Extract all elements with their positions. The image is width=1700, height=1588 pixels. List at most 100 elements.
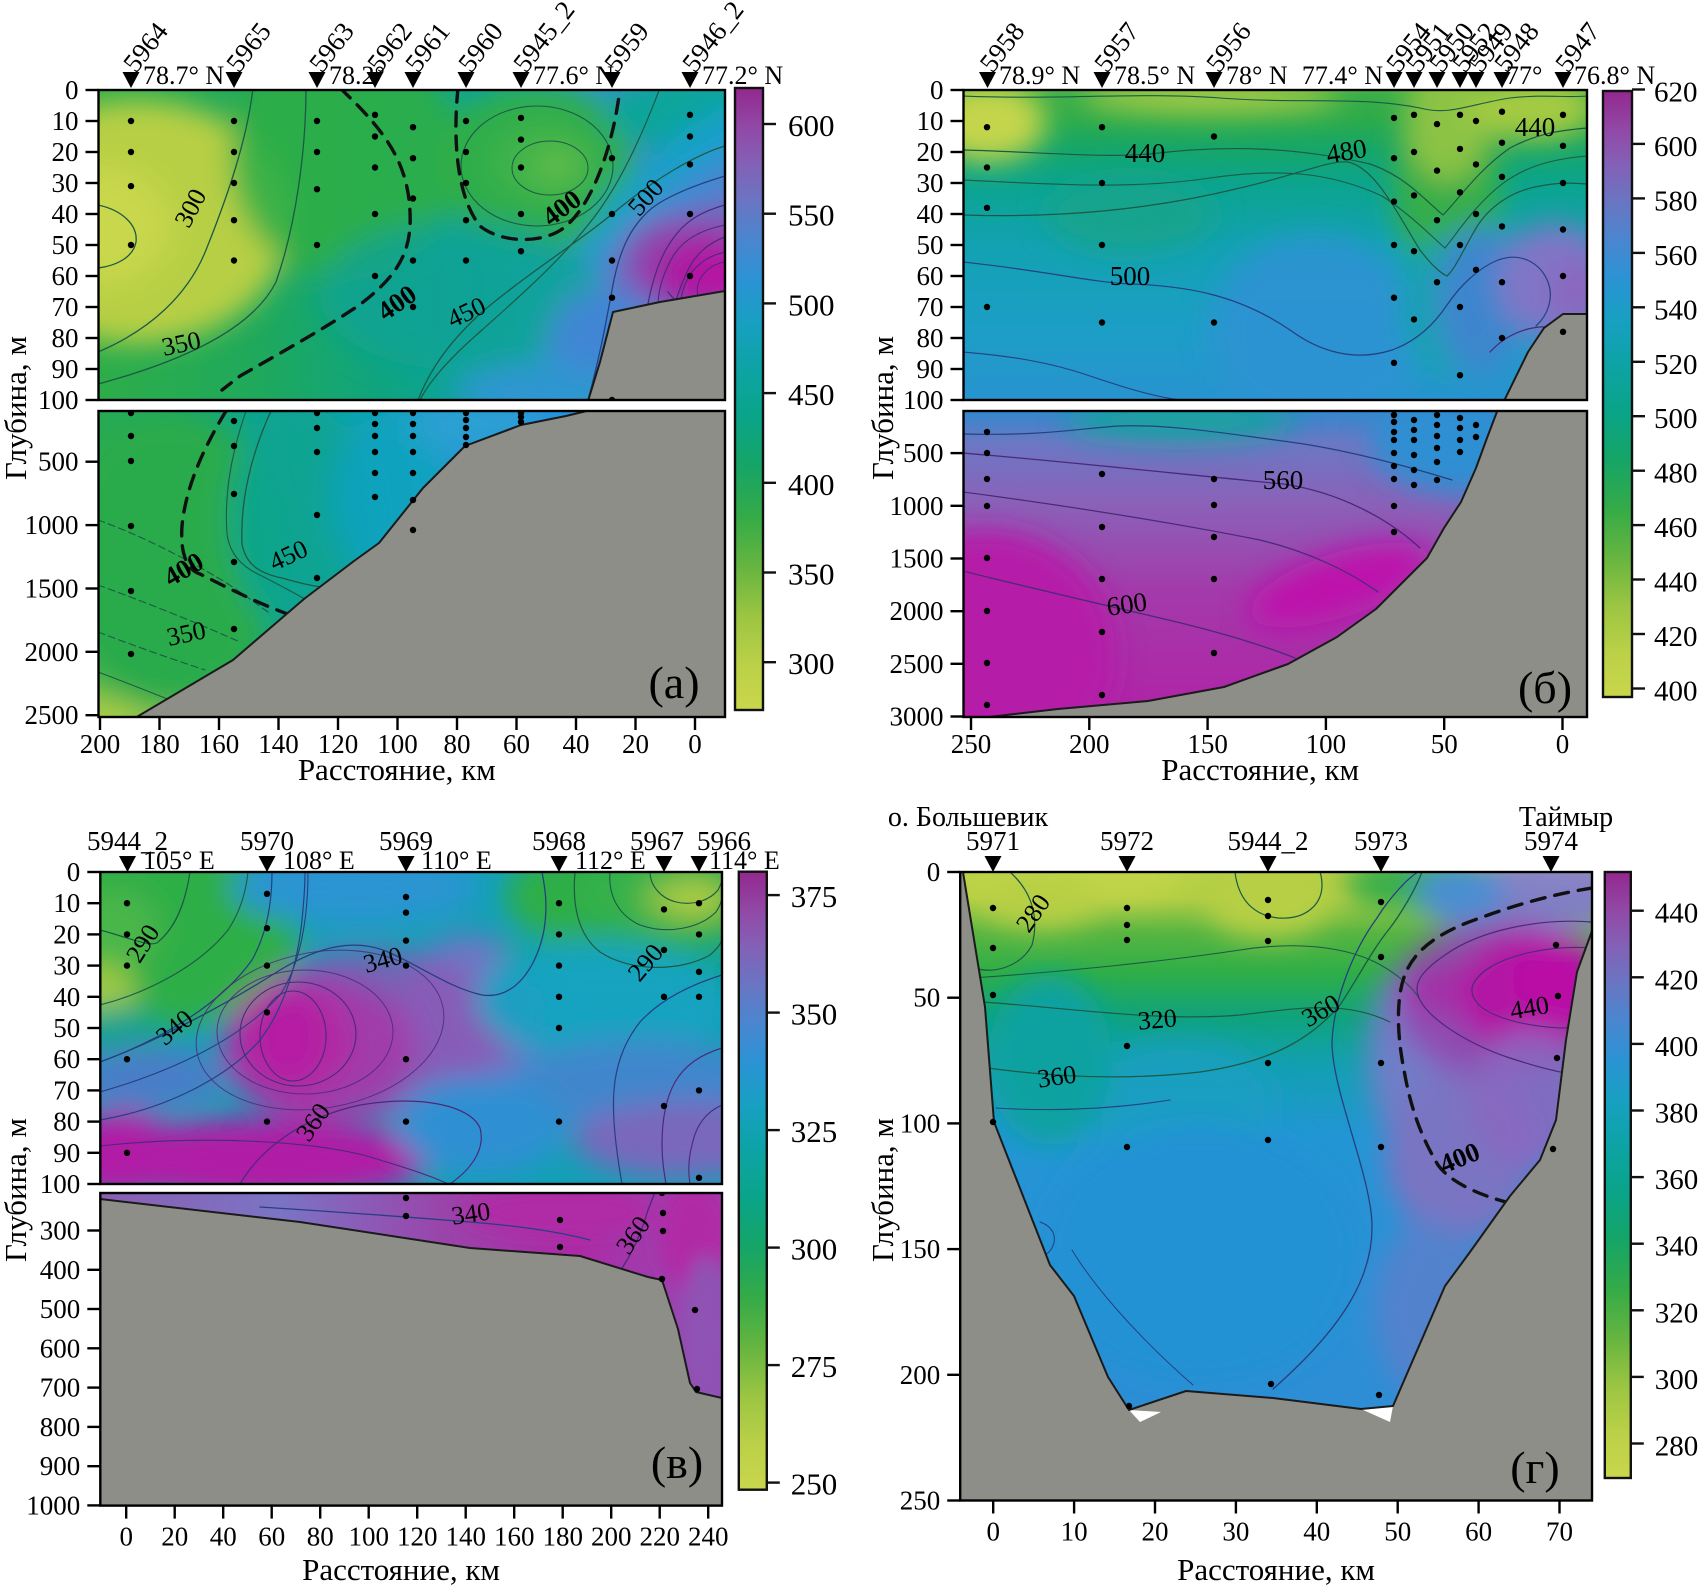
svg-text:450: 450 [788,377,835,412]
svg-text:500: 500 [1110,261,1151,291]
svg-text:20: 20 [52,137,79,167]
svg-text:140: 140 [258,729,299,759]
svg-text:180: 180 [139,729,180,759]
svg-text:40: 40 [563,729,590,759]
svg-text:325: 325 [791,1114,838,1149]
svg-text:30: 30 [53,951,80,981]
svg-text:275: 275 [791,1349,838,1384]
svg-text:(в): (в) [651,1437,703,1488]
svg-text:60: 60 [917,261,944,291]
svg-text:80: 80 [444,729,471,759]
svg-text:60: 60 [52,261,79,291]
svg-text:Расстояние, км: Расстояние, км [302,1552,500,1587]
svg-text:Глубина, м: Глубина, м [0,1118,33,1262]
svg-text:5966: 5966 [697,826,751,856]
svg-text:78° N: 78° N [1226,61,1288,90]
svg-text:5972: 5972 [1100,826,1154,856]
svg-text:150: 150 [1187,729,1228,759]
svg-text:1500: 1500 [890,544,944,574]
svg-text:20: 20 [53,919,80,949]
svg-text:50: 50 [52,230,79,260]
svg-text:10: 10 [53,888,80,918]
svg-text:2500: 2500 [25,700,79,730]
svg-text:460: 460 [1654,512,1698,544]
svg-text:520: 520 [1654,349,1698,381]
svg-text:120: 120 [397,1522,438,1552]
svg-text:78.5° N: 78.5° N [1114,61,1195,90]
svg-text:280: 280 [1655,1431,1699,1463]
svg-text:200: 200 [591,1522,632,1552]
svg-text:20: 20 [1142,1517,1169,1547]
svg-text:5970: 5970 [240,826,294,856]
svg-text:40: 40 [1303,1517,1330,1547]
svg-text:160: 160 [494,1522,535,1552]
svg-text:76.8° N: 76.8° N [1574,61,1655,90]
svg-text:5969: 5969 [379,826,433,856]
svg-text:20: 20 [622,729,649,759]
svg-text:Расстояние, км: Расстояние, км [298,752,496,787]
svg-text:5973: 5973 [1354,826,1408,856]
svg-text:60: 60 [503,729,530,759]
svg-text:350: 350 [791,997,838,1032]
svg-text:100: 100 [900,1108,941,1138]
svg-text:300: 300 [788,646,835,681]
svg-text:0: 0 [67,857,81,887]
svg-text:1000: 1000 [25,510,79,540]
svg-text:100: 100 [377,729,418,759]
svg-text:0: 0 [930,75,944,105]
svg-text:400: 400 [40,1255,81,1285]
svg-text:360: 360 [1655,1164,1699,1196]
svg-text:400: 400 [1655,1031,1699,1063]
svg-text:90: 90 [52,354,79,384]
svg-text:400: 400 [788,467,835,502]
svg-text:о. Большевик: о. Большевик [888,802,1049,833]
svg-text:40: 40 [53,982,80,1012]
svg-text:Глубина, м: Глубина, м [865,1118,900,1262]
svg-text:110° E: 110° E [421,846,492,875]
svg-text:250: 250 [791,1467,838,1502]
svg-text:440: 440 [1515,112,1556,142]
svg-text:200: 200 [80,729,121,759]
svg-text:300: 300 [1655,1364,1699,1396]
svg-text:420: 420 [1655,964,1699,996]
svg-text:350: 350 [788,557,835,592]
svg-text:77.4° N: 77.4° N [1302,61,1383,90]
svg-text:112° E: 112° E [575,846,646,875]
svg-text:70: 70 [52,292,79,322]
svg-text:78.9° N: 78.9° N [999,61,1080,90]
svg-text:550: 550 [788,198,835,233]
svg-text:105° E: 105° E [143,846,215,875]
svg-text:30: 30 [1222,1517,1249,1547]
svg-text:50: 50 [913,983,940,1013]
svg-text:600: 600 [1105,586,1149,621]
svg-text:80: 80 [307,1522,334,1552]
svg-text:440: 440 [1125,138,1166,168]
svg-text:360: 360 [1035,1060,1078,1094]
svg-text:700: 700 [40,1373,81,1403]
svg-text:114° E: 114° E [709,846,780,875]
svg-text:100: 100 [40,1169,81,1199]
svg-text:440: 440 [1508,990,1551,1025]
svg-text:1000: 1000 [890,491,944,521]
svg-text:60: 60 [258,1522,285,1552]
svg-text:60: 60 [53,1044,80,1074]
svg-text:5968: 5968 [532,826,586,856]
svg-text:800: 800 [40,1412,81,1442]
svg-text:10: 10 [1061,1517,1088,1547]
svg-text:Глубина, м: Глубина, м [865,336,900,480]
svg-text:300: 300 [40,1216,81,1246]
svg-text:78.7° N: 78.7° N [143,61,224,90]
svg-text:60: 60 [1465,1517,1492,1547]
svg-text:0: 0 [119,1522,133,1552]
svg-text:77°: 77° [1506,61,1542,90]
svg-text:400: 400 [1654,676,1698,708]
svg-text:100: 100 [38,385,79,415]
svg-text:5971: 5971 [966,826,1020,856]
svg-text:540: 540 [1654,294,1698,326]
svg-text:30: 30 [52,168,79,198]
svg-text:80: 80 [52,323,79,353]
svg-text:Таймыр: Таймыр [1519,802,1613,833]
svg-text:240: 240 [688,1522,729,1552]
svg-text:5967: 5967 [630,826,684,856]
svg-text:1000: 1000 [26,1490,80,1520]
